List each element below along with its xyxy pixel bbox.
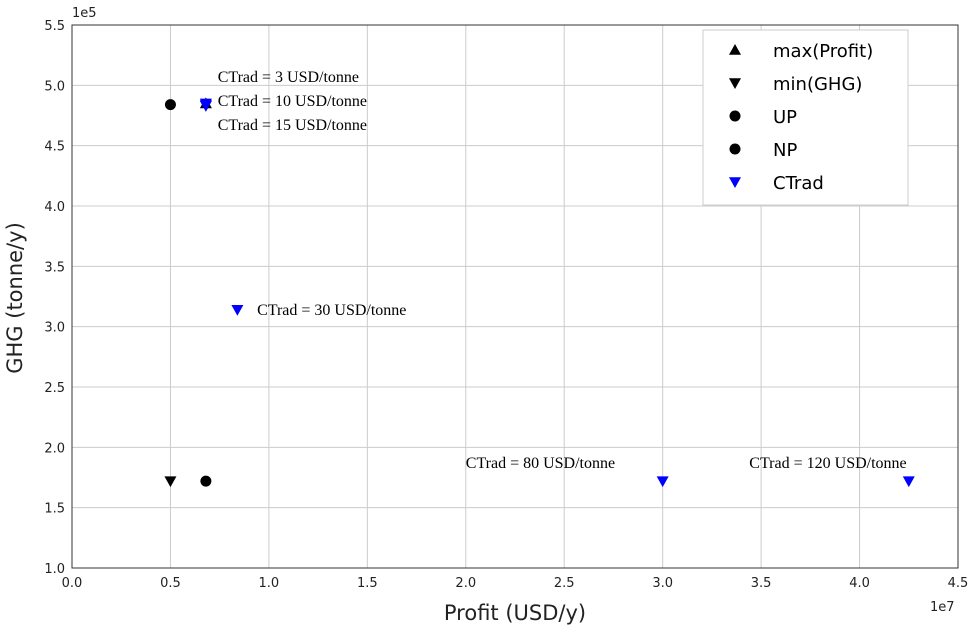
- data-points: [164, 97, 915, 488]
- legend-label-max-profit: max(Profit): [773, 41, 873, 62]
- legend-marker-up: [729, 110, 741, 122]
- legend-marker-ctrad: [729, 177, 741, 188]
- y-tick-label: 2.5: [44, 381, 65, 396]
- x-tick-labels: 0.0 0.5 1.0 1.5 2.0 2.5 3.0 3.5 4.0 4.5: [62, 576, 969, 591]
- y-tick-label: 2.0: [44, 441, 65, 456]
- x-tick-label: 0.5: [160, 576, 181, 591]
- y-tick-label: 3.5: [44, 260, 65, 275]
- y-offset-label: 1e5: [72, 6, 97, 21]
- annotation-label: CTrad = 80 USD/tonne: [466, 455, 615, 472]
- legend-label-ctrad: CTrad: [773, 173, 824, 194]
- x-tick-label: 3.0: [652, 576, 673, 591]
- legend-label-np: NP: [773, 140, 797, 161]
- x-tick-label: 4.5: [948, 576, 969, 591]
- y-tick-label: 3.0: [44, 321, 65, 336]
- x-offset-label: 1e7: [930, 600, 955, 615]
- annotation-label: CTrad = 10 USD/tonne: [218, 93, 367, 110]
- annotation-label: CTrad = 30 USD/tonne: [257, 302, 406, 319]
- x-tick-label: 1.5: [357, 576, 378, 591]
- x-axis-label: Profit (USD/y): [444, 601, 586, 625]
- legend: max(Profit) min(GHG) UP NP CTrad: [702, 29, 909, 206]
- point-ctrad: [231, 304, 244, 316]
- y-tick-label: 5.5: [44, 19, 65, 34]
- y-tick-labels: 1.0 1.5 2.0 2.5 3.0 3.5 4.0 4.5 5.0 5.5: [44, 19, 65, 577]
- legend-items: max(Profit) min(GHG) UP NP CTrad: [729, 41, 873, 194]
- x-tick-label: 1.0: [259, 576, 280, 591]
- x-tick-label: 4.0: [849, 576, 870, 591]
- point-min-ghg: [164, 476, 177, 488]
- x-tick-label: 2.5: [554, 576, 575, 591]
- annotations: CTrad = 3 USD/tonne CTrad = 10 USD/tonne C…: [218, 69, 907, 472]
- y-axis-label: GHG (tonne/y): [3, 222, 27, 374]
- y-tick-label: 5.0: [44, 79, 65, 94]
- legend-label-up: UP: [773, 107, 797, 128]
- plot-frame: [71, 24, 959, 569]
- legend-marker-max-profit: [729, 44, 741, 55]
- point-ctrad: [199, 101, 212, 112]
- y-tick-label: 1.0: [44, 562, 65, 577]
- annotation-label: CTrad = 15 USD/tonne: [218, 117, 367, 134]
- y-tick-label: 4.0: [44, 200, 65, 215]
- legend-label-min-ghg: min(GHG): [773, 74, 862, 95]
- legend-marker-np: [729, 143, 741, 155]
- point-ctrad: [902, 476, 915, 488]
- y-tick-label: 1.5: [44, 502, 65, 517]
- annotation-label: CTrad = 120 USD/tonne: [749, 455, 906, 472]
- x-tick-label: 3.5: [751, 576, 772, 591]
- point-up: [164, 99, 176, 111]
- annotation-label: CTrad = 3 USD/tonne: [218, 69, 359, 86]
- legend-marker-min-ghg: [729, 78, 741, 89]
- point-np: [200, 475, 212, 487]
- x-tick-label: 0.0: [62, 576, 83, 591]
- point-ctrad: [656, 476, 669, 488]
- y-tick-label: 4.5: [44, 140, 65, 155]
- x-tick-label: 2.0: [455, 576, 476, 591]
